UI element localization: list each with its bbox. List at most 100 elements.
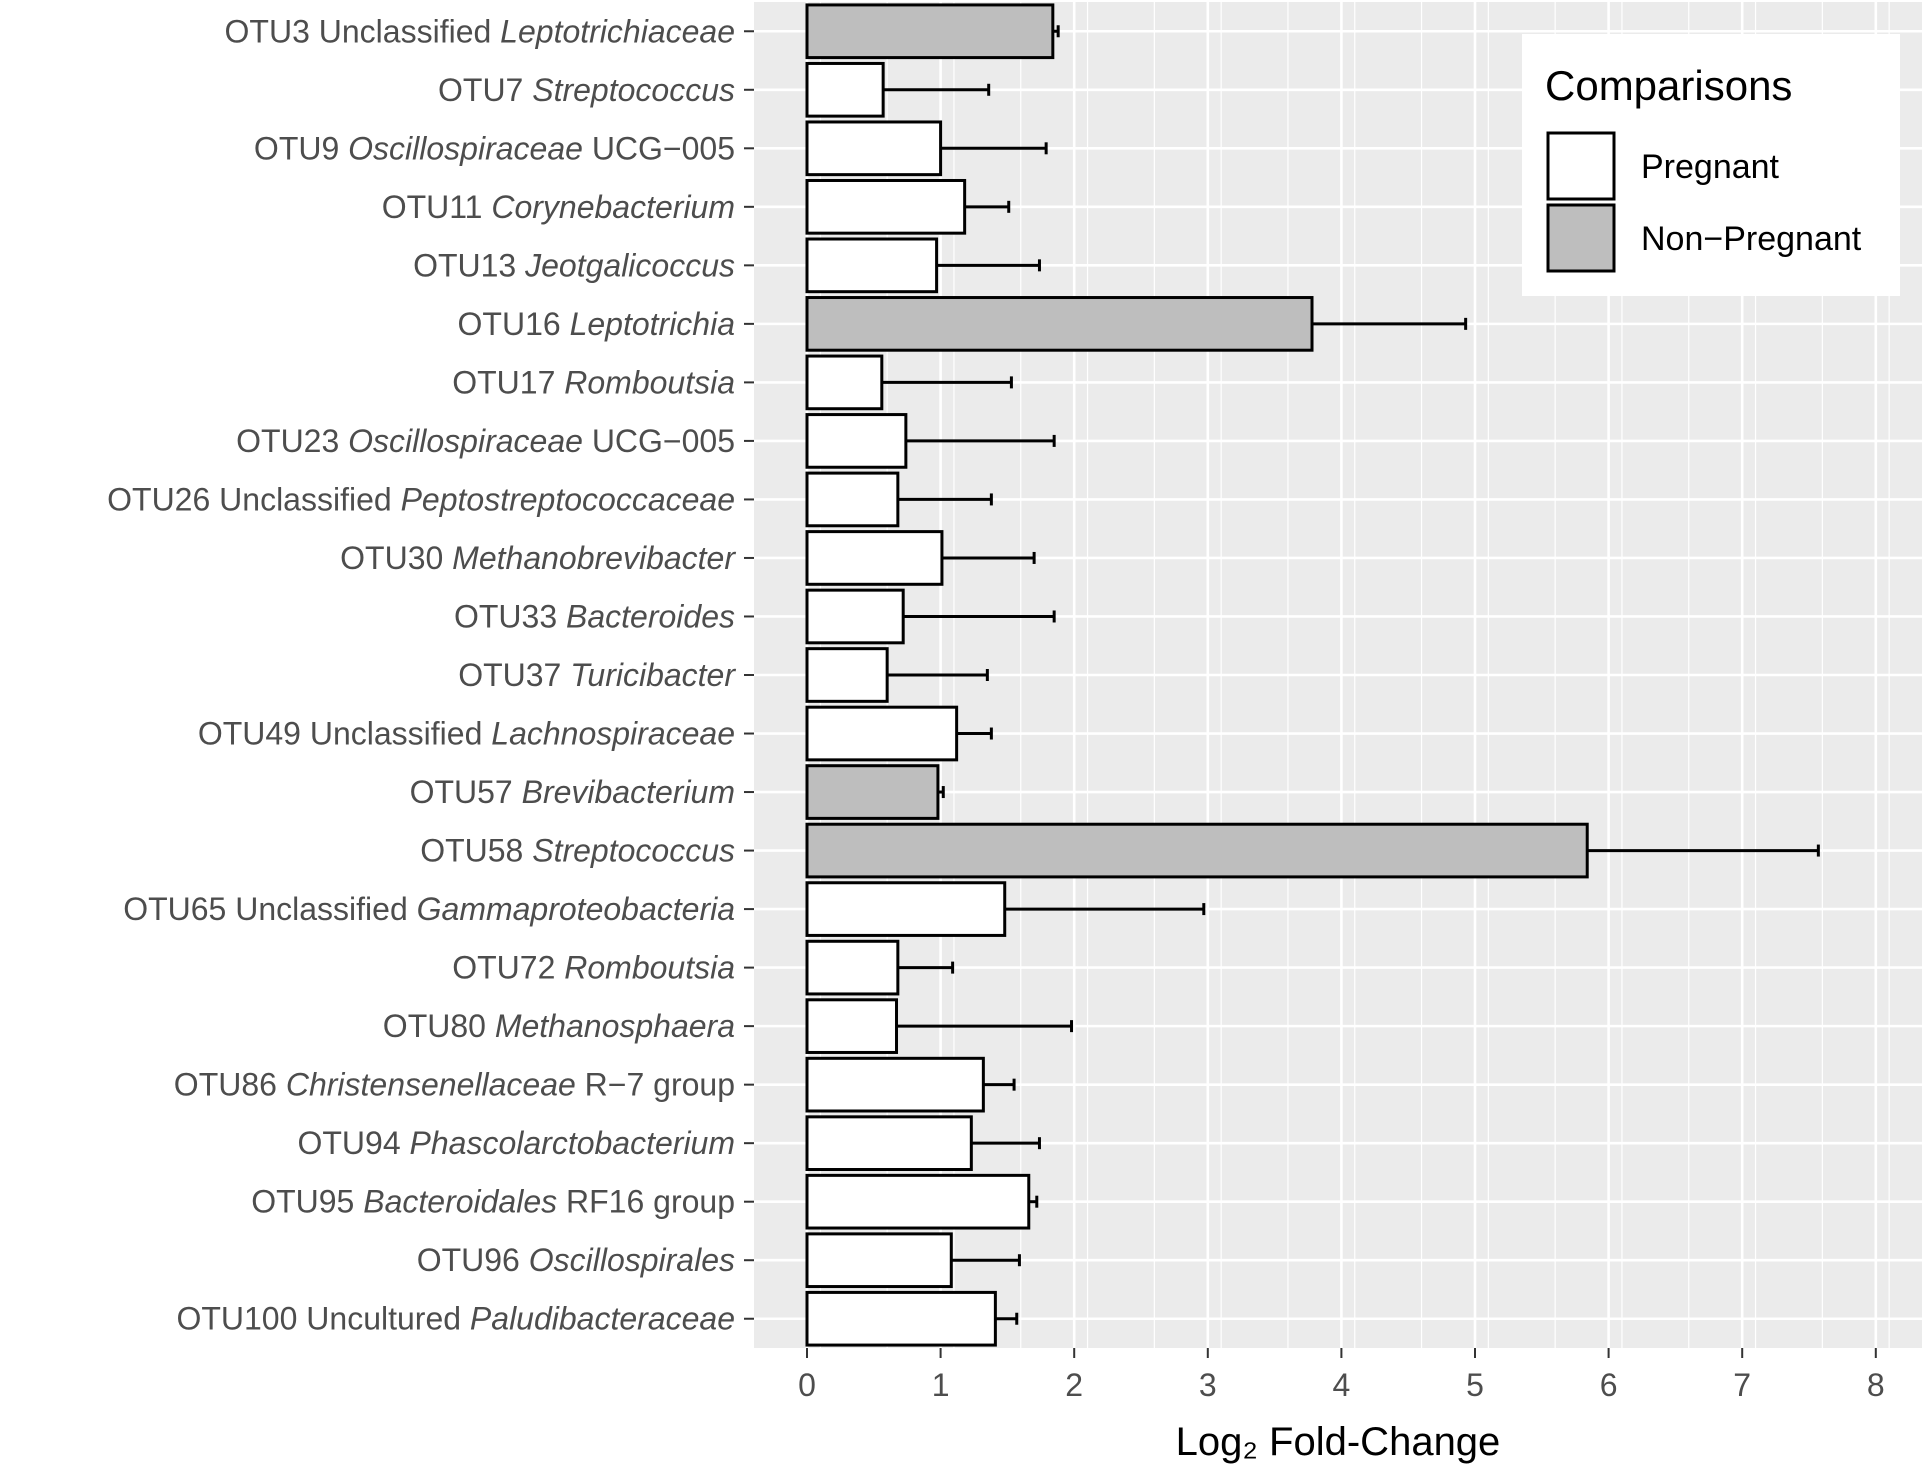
taxon-label: Leptotrichia: [570, 306, 735, 342]
taxon-label: Oscillospiraceae: [348, 130, 583, 166]
legend-key-non-pregnant: [1546, 203, 1616, 273]
otu-label: OTU11: [382, 189, 492, 225]
y-tick-label-otu65: OTU65 Unclassified Gammaproteobacteria: [123, 891, 735, 927]
x-tick-label: 6: [1600, 1367, 1618, 1403]
y-tick-label-otu30: OTU30 Methanobrevibacter: [340, 540, 736, 576]
otu-label: OTU9: [254, 130, 348, 166]
otu-label: OTU33: [454, 598, 566, 634]
otu-label: OTU37: [458, 657, 570, 693]
taxon-label: Turicibacter: [570, 657, 736, 693]
x-tick-label: 3: [1199, 1367, 1217, 1403]
y-tick-label-otu96: OTU96 Oscillospirales: [417, 1242, 735, 1278]
taxon-label: Lachnospiraceae: [491, 716, 735, 752]
y-tick-label-otu11: OTU11 Corynebacterium: [382, 189, 735, 225]
taxon-label: Paludibacteraceae: [470, 1301, 735, 1337]
x-tick-label: 1: [932, 1367, 950, 1403]
otu-label: OTU96: [417, 1242, 529, 1278]
taxon-label: Oscillospiraceae: [348, 423, 583, 459]
taxon-label: Methanobrevibacter: [452, 540, 736, 576]
x-tick-label: 7: [1733, 1367, 1751, 1403]
taxon-label: Streptococcus: [532, 72, 735, 108]
taxon-label: Bacteroidales: [363, 1184, 557, 1220]
y-tick-label-otu86: OTU86 Christensenellaceae R−7 group: [174, 1067, 735, 1103]
taxon-label: Bacteroides: [566, 598, 735, 634]
bar-otu95: [805, 1173, 1031, 1230]
y-tick-labels: OTU3 Unclassified Leptotrichiaceae OTU7 S…: [107, 13, 754, 1337]
otu-label: OTU80: [383, 1008, 495, 1044]
y-tick-label-otu7: OTU7 Streptococcus: [438, 72, 735, 108]
bar-otu100: [805, 1290, 997, 1347]
bar-otu86: [805, 1056, 985, 1113]
otu-label: OTU95: [251, 1184, 363, 1220]
y-tick-label-otu26: OTU26 Unclassified Peptostreptococcaceae: [107, 481, 735, 517]
taxon-suffix-label: RF16 group: [557, 1184, 735, 1220]
otu-label: OTU94: [297, 1125, 409, 1161]
legend-label-non-pregnant: Non−Pregnant: [1641, 220, 1862, 258]
y-tick-label-otu94: OTU94 Phascolarctobacterium: [297, 1125, 735, 1161]
taxon-label: Brevibacterium: [522, 774, 735, 810]
y-tick-label-otu23: OTU23 Oscillospiraceae UCG−005: [236, 423, 735, 459]
taxon-label: Romboutsia: [564, 364, 735, 400]
otu-label: OTU26 Unclassified: [107, 481, 400, 517]
error-bars: [881, 25, 1820, 1325]
taxon-label: Peptostreptococcaceae: [401, 481, 735, 517]
legend: Comparisons Pregnant Non−Pregnant: [1522, 34, 1900, 296]
bar-otu49: [805, 705, 959, 762]
x-axis-title: Log₂ Fold-Change: [1176, 1420, 1501, 1464]
otu-label: OTU7: [438, 72, 532, 108]
bar-otu65: [805, 881, 1007, 937]
bar-otu94: [805, 1115, 973, 1172]
taxon-label: Streptococcus: [532, 833, 735, 869]
bar-otu30: [805, 530, 944, 586]
bar-otu11: [805, 178, 967, 235]
y-tick-label-otu37: OTU37 Turicibacter: [458, 657, 736, 693]
taxon-suffix-label: UCG−005: [583, 130, 735, 166]
bar-otu23: [805, 413, 908, 469]
y-tick-label-otu9: OTU9 Oscillospiraceae UCG−005: [254, 130, 735, 166]
taxon-label: Corynebacterium: [491, 189, 735, 225]
y-tick-label-otu100: OTU100 Uncultured Paludibacteraceae: [176, 1301, 735, 1337]
x-axis: 0 1 2 3 4 5 6 7 8 Log₂ Fold-Change: [798, 1348, 1885, 1464]
taxon-suffix-label: UCG−005: [583, 423, 735, 459]
bar-otu80: [805, 998, 899, 1054]
otu-label: OTU100 Uncultured: [176, 1301, 469, 1337]
otu-label: OTU72: [452, 950, 564, 986]
y-tick-label-otu58: OTU58 Streptococcus: [420, 833, 735, 869]
otu-label: OTU49 Unclassified: [198, 716, 491, 752]
taxon-label: Oscillospirales: [529, 1242, 735, 1278]
x-tick-label: 0: [798, 1367, 816, 1403]
bar-otu57: [805, 764, 940, 820]
y-tick-label-otu17: OTU17 Romboutsia: [452, 364, 735, 400]
legend-title: Comparisons: [1545, 62, 1792, 109]
legend-key-pregnant: [1546, 131, 1616, 201]
x-tick-label: 5: [1466, 1367, 1484, 1403]
y-tick-label-otu72: OTU72 Romboutsia: [452, 950, 735, 986]
bar-otu16: [805, 296, 1314, 352]
y-tick-label-otu80: OTU80 Methanosphaera: [383, 1008, 735, 1044]
bar-otu17: [805, 354, 884, 411]
otu-label: OTU3 Unclassified: [225, 13, 501, 49]
y-tick-label-otu33: OTU33 Bacteroides: [454, 598, 735, 634]
otu-label: OTU23: [236, 423, 348, 459]
bar-otu72: [805, 939, 900, 996]
bar-otu3: [805, 3, 1055, 60]
legend-label-pregnant: Pregnant: [1641, 148, 1780, 186]
taxon-suffix-label: R−7 group: [576, 1067, 735, 1103]
bar-otu58: [805, 822, 1589, 879]
taxon-label: Christensenellaceae: [286, 1067, 576, 1103]
y-tick-label-otu3: OTU3 Unclassified Leptotrichiaceae: [225, 13, 735, 49]
taxon-label: Phascolarctobacterium: [410, 1125, 735, 1161]
taxon-label: Gammaproteobacteria: [417, 891, 735, 927]
bar-otu37: [805, 647, 889, 703]
otu-label: OTU65 Unclassified: [123, 891, 416, 927]
otu-label: OTU58: [420, 833, 532, 869]
otu-label: OTU16: [458, 306, 570, 342]
bar-otu96: [805, 1232, 953, 1289]
y-tick-label-otu57: OTU57 Brevibacterium: [410, 774, 735, 810]
otu-label: OTU17: [452, 364, 564, 400]
taxon-label: Methanosphaera: [495, 1008, 735, 1044]
bar-otu13: [805, 237, 939, 294]
otu-label: OTU30: [340, 540, 452, 576]
taxon-label: Romboutsia: [564, 950, 735, 986]
y-tick-label-otu95: OTU95 Bacteroidales RF16 group: [251, 1184, 735, 1220]
